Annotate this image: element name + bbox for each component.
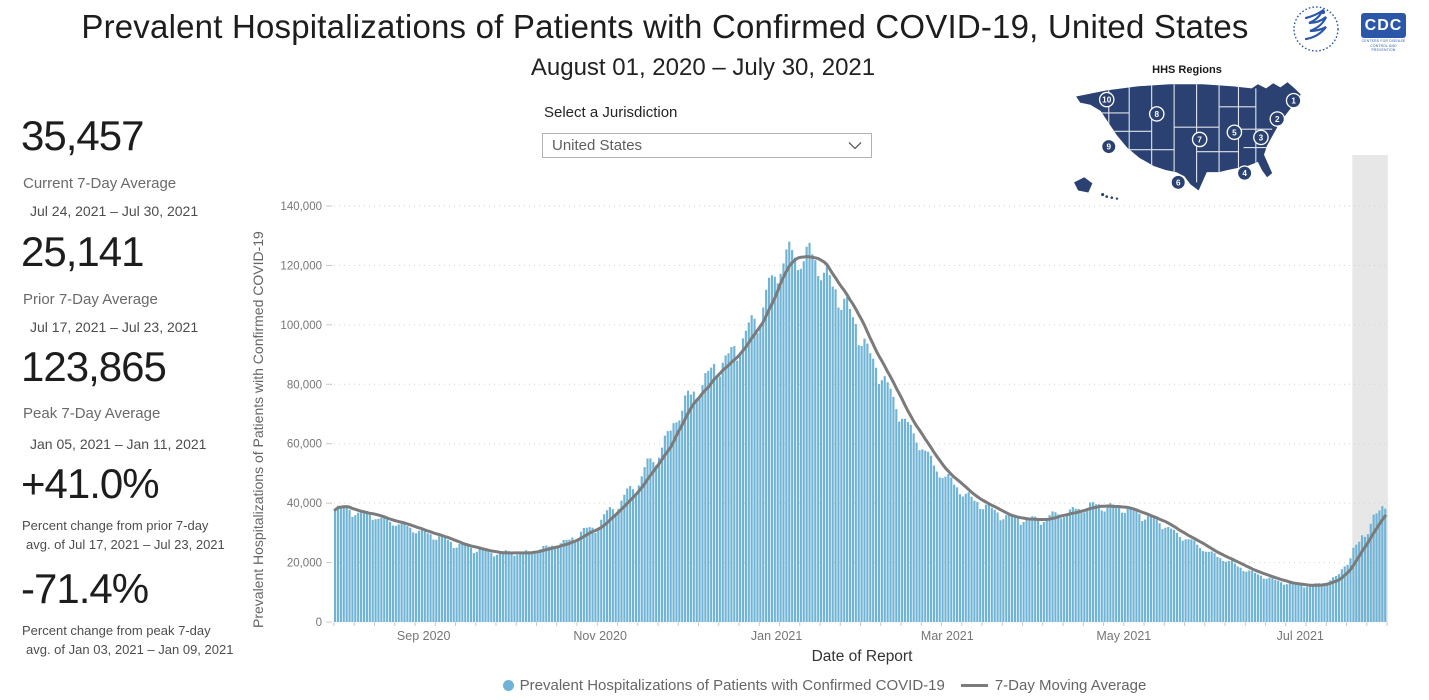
percent-change-prior-caption: Percent change from prior 7-day avg. of J… (22, 516, 237, 554)
hhs-region-4-number: 4 (1242, 169, 1247, 178)
hhs-region-1-number: 1 (1291, 97, 1296, 106)
y-tick-label: 100,000 (280, 320, 322, 332)
legend-bar-label: Prevalent Hospitalizations of Patients w… (519, 677, 945, 694)
jurisdiction-label: Select a Jurisdiction (544, 104, 678, 121)
hhs-region-6-circle (1170, 174, 1187, 191)
percent-change-prior-line1: Percent change from prior 7-day (22, 518, 209, 533)
current-average-dates: Jul 24, 2021 – Jul 30, 2021 (30, 203, 199, 219)
current-average-label: Current 7-Day Average (23, 175, 177, 192)
percent-change-peak-line1: Percent change from peak 7-day (22, 623, 211, 638)
hhs-region-8-number: 8 (1154, 110, 1159, 119)
x-tick-label: May 2021 (1096, 629, 1151, 643)
hhs-region-1-circle (1285, 92, 1302, 109)
hhs-region-9-number: 9 (1106, 143, 1111, 152)
hhs-region-10-number: 10 (1102, 96, 1112, 105)
page-subtitle: August 01, 2020 – July 30, 2021 (530, 54, 876, 81)
peak-average-label: Peak 7-Day Average (23, 405, 161, 422)
peak-average-dates: Jan 05, 2021 – Jan 11, 2021 (30, 436, 207, 452)
percent-change-prior-line2: avg. of Jul 17, 2021 – Jul 23, 2021 (26, 537, 225, 552)
jurisdiction-selected-value: United States (552, 137, 643, 154)
y-tick-label: 60,000 (287, 439, 322, 451)
cdc-logo: CDC CENTERS FOR DISEASE CONTROL AND PREV… (1361, 13, 1406, 52)
legend-item-hospitalizations[interactable]: Prevalent Hospitalizations of Patients w… (502, 677, 945, 694)
hhs-region-2-circle (1269, 111, 1286, 127)
y-tick-label: 40,000 (287, 498, 322, 510)
hhs-region-9-circle (1100, 138, 1117, 155)
hhs-region-8-circle (1148, 106, 1165, 122)
cdc-logo-subtext-1: CENTERS FOR DISEASE (1361, 39, 1406, 43)
y-tick-label: 80,000 (287, 379, 322, 391)
current-average-value: 35,457 (21, 112, 144, 159)
cdc-logo-text: CDC (1361, 13, 1406, 38)
legend-item-moving-average[interactable]: 7-Day Moving Average (945, 677, 1146, 694)
legend-bar-marker-icon (502, 680, 514, 691)
chart-legend: Prevalent Hospitalizations of Patients w… (252, 677, 1397, 694)
percent-change-peak-caption: Percent change from peak 7-day avg. of Ja… (22, 621, 237, 659)
hhs-region-markers: 1 2 3 4 5 6 7 8 9 10 (1098, 91, 1302, 191)
cdc-logo-subtext-2: CONTROL AND PREVENTION (1370, 44, 1397, 52)
hhs-region-3-circle (1253, 129, 1269, 146)
hhs-region-2-number: 2 (1275, 115, 1280, 124)
x-axis-title: Date of Report (811, 648, 913, 665)
peak-average-value: 123,865 (21, 343, 167, 390)
y-tick-label: 20,000 (287, 558, 322, 570)
hhs-region-7-circle (1191, 131, 1208, 148)
y-tick-label: 140,000 (280, 201, 322, 213)
hhs-region-5-number: 5 (1232, 128, 1237, 137)
y-tick-label: 120,000 (280, 260, 322, 272)
prior-average-value: 25,141 (21, 228, 144, 275)
y-axis-title: Prevalent Hospitalizations of Patients w… (250, 231, 266, 628)
legend-line-label: 7-Day Moving Average (994, 677, 1147, 694)
hhs-region-4-circle (1236, 165, 1253, 181)
page-title: Prevalent Hospitalizations of Patients w… (81, 8, 1249, 45)
moving-average-line (333, 255, 1387, 587)
hhs-region-5-circle (1226, 124, 1243, 141)
prior-average-dates: Jul 17, 2021 – Jul 23, 2021 (30, 319, 199, 335)
hospitalizations-bars[interactable] (334, 241, 1387, 622)
hospitalizations-chart[interactable]: 0 20,000 40,000 60,000 80,000 100,000 120,000 1… (252, 145, 1397, 655)
hhs-region-7-number: 7 (1197, 136, 1202, 145)
prior-average-label: Prior 7-Day Average (23, 291, 158, 308)
percent-change-peak-value: -71.4% (21, 565, 149, 612)
hhs-region-10-circle (1098, 91, 1115, 108)
hhs-logo (1293, 6, 1339, 52)
x-tick-label: Nov 2020 (573, 629, 627, 643)
x-tick-label: Jan 2021 (751, 629, 802, 643)
hhs-region-3-number: 3 (1259, 133, 1264, 142)
x-tick-label: Mar 2021 (921, 629, 974, 643)
x-tick-label: Sep 2020 (397, 629, 451, 643)
legend-line-marker-icon (960, 684, 988, 687)
hhs-regions-map: 1 2 3 4 5 6 7 8 9 10 (1074, 82, 1302, 200)
percent-change-peak-line2: avg. of Jan 03, 2021 – Jan 09, 2021 (26, 642, 234, 657)
jurisdiction-dropdown[interactable]: United States (542, 133, 872, 158)
alaska-shape (1074, 177, 1093, 193)
y-tick-label: 0 (316, 617, 322, 629)
chevron-down-icon (848, 142, 862, 150)
x-tick-label: Jul 2021 (1277, 629, 1324, 643)
hhs-map-title: HHS Regions (1152, 64, 1222, 76)
percent-change-prior-value: +41.0% (21, 460, 160, 507)
hhs-region-6-number: 6 (1176, 178, 1181, 187)
